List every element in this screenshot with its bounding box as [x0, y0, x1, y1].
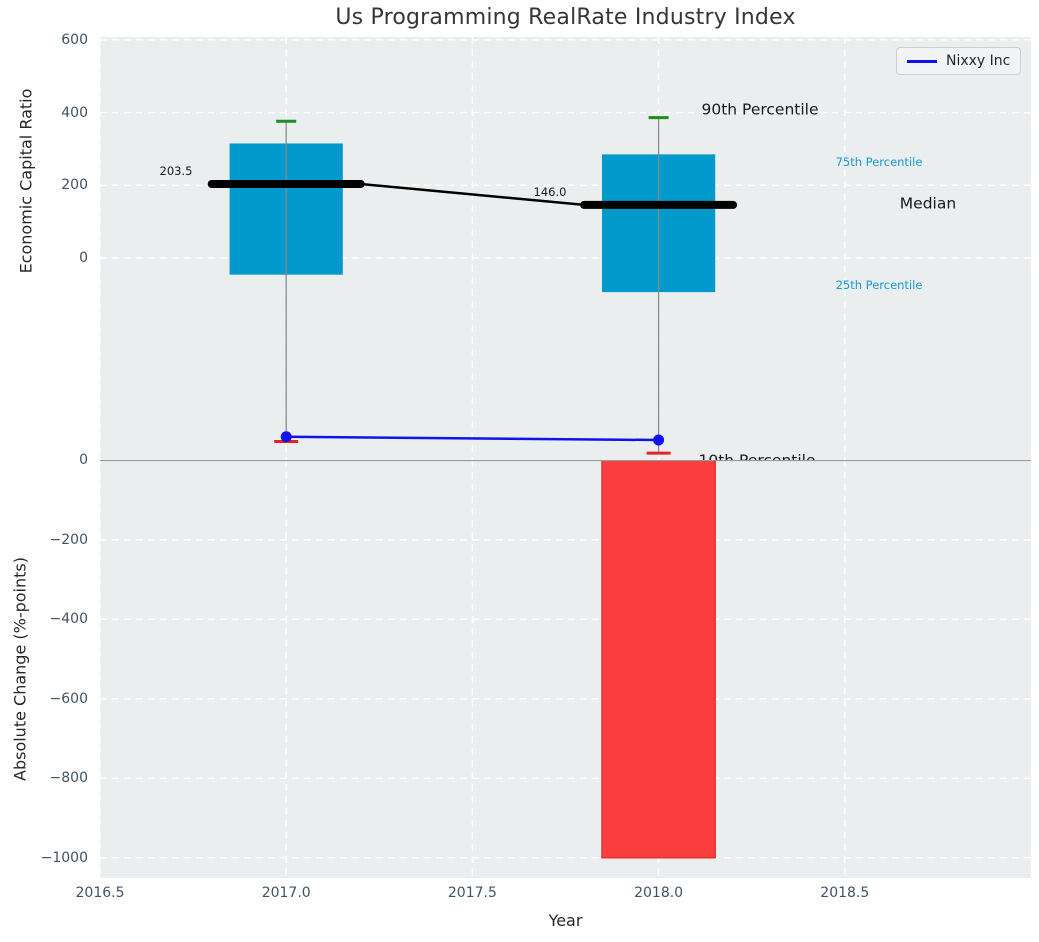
- plot-canvas: [100, 37, 1031, 460]
- series-point-2018: [653, 434, 665, 446]
- plot-canvas: [100, 460, 1031, 878]
- median-connector: [360, 182, 585, 207]
- bottom-y-tick--200: −200: [49, 531, 88, 548]
- annotation-203-5: 203.5: [159, 164, 193, 179]
- annotation-median: Median: [899, 194, 957, 213]
- change-bar-2018: [601, 460, 716, 859]
- x-axis-label: Year: [548, 911, 583, 930]
- top-axes: 203.5 146.0 90th Percentile 75th Percentile…: [100, 37, 1031, 460]
- x-tick-2016.5: 2016.5: [75, 885, 125, 901]
- annotation-90th-percentile: 90th Percentile: [701, 100, 819, 119]
- bottom-y-tick--800: −800: [49, 770, 88, 787]
- bottom-y-tick--600: −600: [49, 690, 88, 707]
- bottom-y-tick--400: −400: [49, 611, 88, 628]
- x-tick-2018.0: 2018.0: [634, 885, 684, 901]
- chart-title: Us Programming RealRate Industry Index: [335, 5, 796, 30]
- top-y-tick-0: 0: [79, 249, 88, 266]
- series-line-nixxy-inc: [286, 435, 659, 442]
- legend-line-sample: [907, 59, 937, 63]
- bottom-axes: [100, 460, 1031, 878]
- x-tick-2017.5: 2017.5: [447, 885, 497, 901]
- annotation-10th-percentile: 10th Percentile: [698, 452, 815, 460]
- top-y-tick-400: 400: [61, 104, 88, 121]
- top-y-tick-600: 600: [61, 31, 88, 48]
- x-tick-2018.5: 2018.5: [820, 885, 870, 901]
- top-y-tick-200: 200: [61, 177, 88, 194]
- legend-label: Nixxy Inc: [946, 53, 1011, 69]
- bottom-y-tick--1000: −1000: [40, 849, 88, 866]
- annotation-75th-percentile: 75th Percentile: [835, 155, 923, 170]
- bottom-y-axis-label: Absolute Change (%-points): [10, 557, 30, 781]
- annotation-146-0: 146.0: [533, 185, 567, 200]
- annotation-25th-percentile: 25th Percentile: [835, 278, 923, 293]
- x-tick-2017.0: 2017.0: [261, 885, 311, 901]
- series-point-2017: [280, 431, 292, 443]
- bottom-y-tick-0: 0: [79, 452, 88, 469]
- legend[interactable]: Nixxy Inc: [896, 47, 1022, 75]
